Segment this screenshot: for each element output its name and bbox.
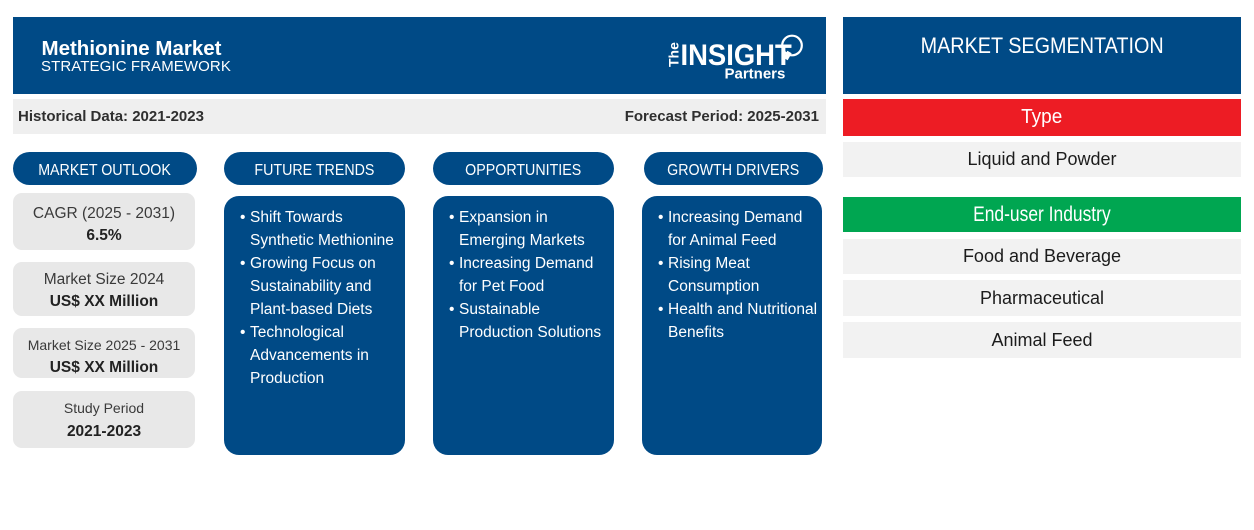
svg-text:INSIGHT: INSIGHT bbox=[681, 39, 793, 72]
svg-text:The: The bbox=[665, 42, 681, 67]
svg-text:Partners: Partners bbox=[725, 66, 786, 83]
